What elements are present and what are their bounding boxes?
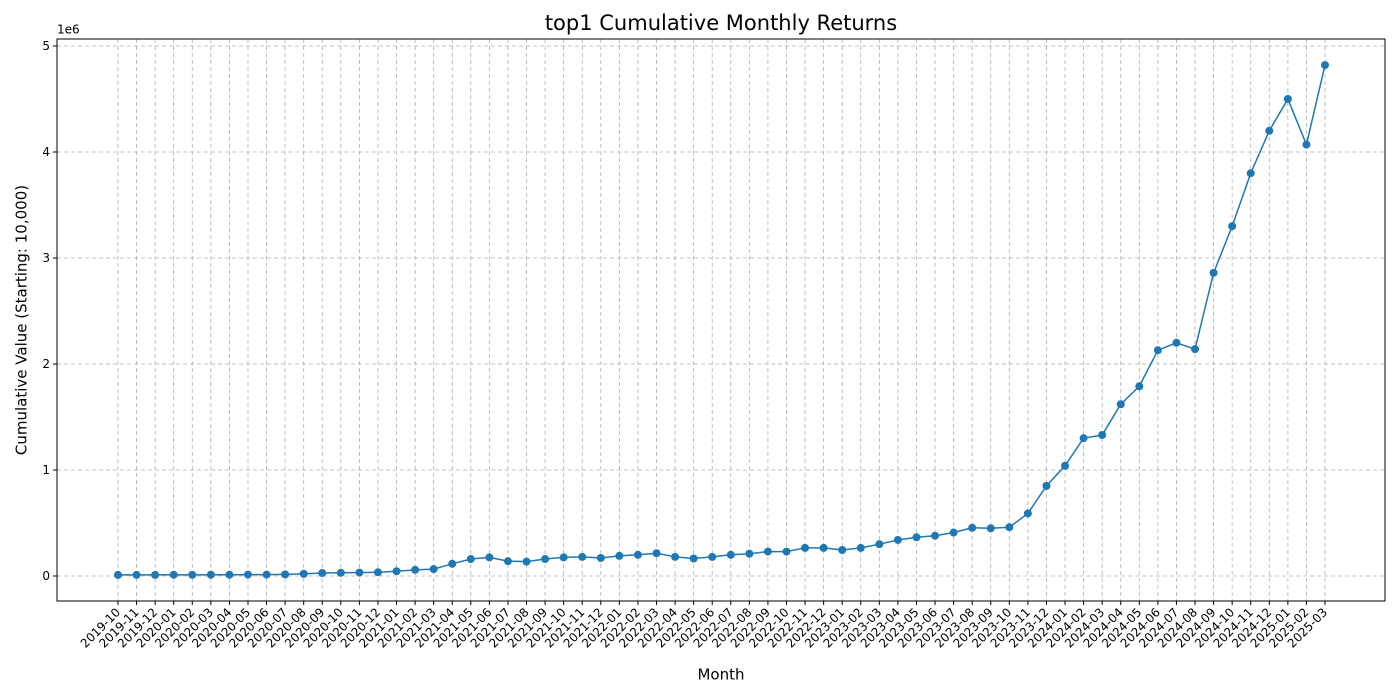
y-tick-label: 0 (42, 569, 50, 583)
y-axis-label: Cumulative Value (Starting: 10,000) (13, 185, 31, 455)
y-offset-label: 1e6 (57, 23, 80, 37)
x-axis-label: Month (697, 666, 744, 684)
point (522, 557, 531, 566)
point (893, 535, 902, 544)
point (1005, 523, 1014, 532)
point (1321, 61, 1329, 70)
point (299, 569, 308, 578)
y-tick-label: 1 (42, 463, 50, 477)
point (262, 570, 271, 579)
line (118, 64, 1326, 576)
y-tick-label: 4 (42, 145, 50, 159)
chart-title: top1 Cumulative Monthly Returns (545, 11, 897, 35)
point (931, 531, 940, 540)
point (243, 570, 252, 579)
plot-frame (56, 38, 1386, 602)
point (373, 568, 382, 577)
point (206, 570, 215, 579)
point (392, 567, 401, 576)
point (782, 547, 791, 556)
point (281, 570, 290, 579)
point (355, 568, 364, 577)
point (541, 555, 550, 564)
point (1191, 345, 1200, 354)
point (1135, 382, 1144, 391)
y-tick-label: 5 (42, 39, 50, 53)
point (912, 533, 921, 542)
point (503, 557, 512, 566)
point (856, 543, 865, 552)
point (1283, 94, 1292, 103)
y-tick-label: 2 (42, 357, 50, 371)
point (225, 570, 234, 579)
point (132, 570, 141, 579)
point (633, 550, 642, 559)
point (1209, 268, 1218, 277)
point (838, 546, 847, 555)
point (1246, 169, 1255, 178)
point (485, 553, 494, 562)
point (429, 565, 438, 574)
point (1228, 222, 1237, 231)
y-tick-label: 3 (42, 251, 50, 265)
point (336, 568, 345, 577)
point (1023, 509, 1032, 518)
point (745, 549, 754, 558)
point (1042, 481, 1051, 490)
point (1098, 431, 1107, 440)
point (1153, 346, 1162, 355)
point (986, 524, 995, 533)
point (169, 570, 178, 579)
point (188, 570, 197, 579)
point (726, 550, 735, 559)
point (708, 552, 717, 561)
point (559, 553, 568, 562)
point (596, 553, 605, 562)
point (1079, 434, 1088, 443)
point (615, 551, 624, 560)
point (1061, 461, 1070, 470)
point (949, 528, 958, 537)
point (578, 552, 587, 561)
point (819, 543, 828, 552)
point (968, 523, 977, 532)
point (801, 543, 810, 552)
point (875, 540, 884, 549)
point (1116, 400, 1125, 409)
point (1172, 338, 1181, 347)
point (411, 565, 420, 574)
point (689, 554, 698, 563)
point (318, 569, 327, 578)
point (466, 555, 475, 564)
point (763, 547, 772, 556)
point (671, 552, 680, 561)
point (652, 549, 661, 558)
point (151, 570, 160, 579)
point (1265, 126, 1274, 135)
point (1302, 140, 1311, 149)
point (114, 570, 122, 579)
point (448, 559, 457, 568)
